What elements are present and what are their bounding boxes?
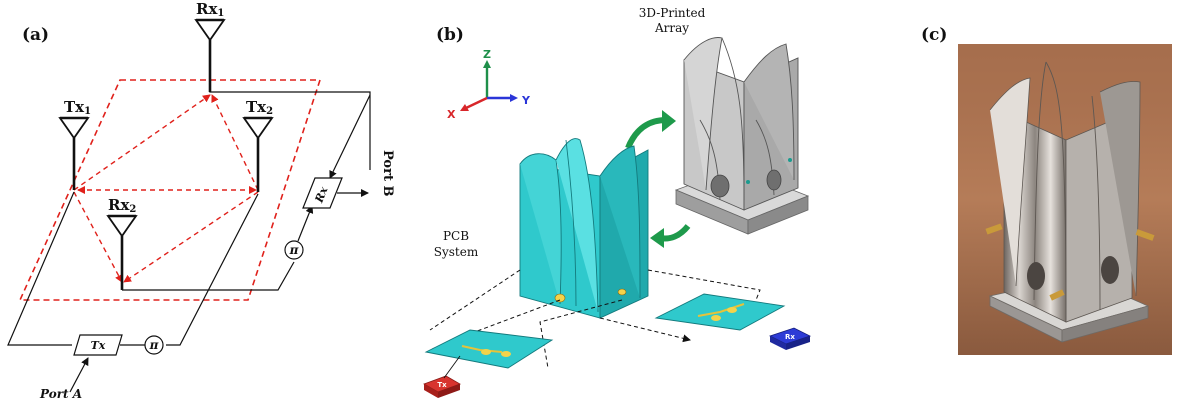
printed-array-model xyxy=(674,37,810,235)
rx-tag-front xyxy=(770,336,786,350)
photo-connector-2 xyxy=(1135,229,1155,241)
photo-petal-5 xyxy=(1091,95,1101,311)
photo-base-side xyxy=(1061,305,1149,343)
photo-connector-3 xyxy=(1049,289,1065,301)
rx1-antenna-icon xyxy=(194,19,226,42)
pcb-pad-tx-1 xyxy=(481,349,491,355)
green-arrow-down xyxy=(659,224,691,242)
axis-x-line xyxy=(465,96,488,110)
proj-line-2 xyxy=(429,269,521,331)
proj-line-3 xyxy=(647,269,761,301)
axis-z-arrowhead xyxy=(483,60,491,68)
tx2-feed-line xyxy=(166,193,259,346)
pcb-array-model xyxy=(519,138,649,319)
port-a-arrow xyxy=(69,357,89,393)
phase-shifter-tx-label: π xyxy=(149,338,159,352)
axis-z-label: Z xyxy=(483,48,491,61)
tx-box xyxy=(73,334,123,356)
tx-tag-label: Tx xyxy=(437,381,447,389)
pcb-feed-1 xyxy=(554,293,566,303)
tx1-antenna-icon xyxy=(58,117,90,140)
proj-line-5 xyxy=(599,317,691,343)
tx-box-label: Tx xyxy=(91,339,106,352)
photo-port-hole-1 xyxy=(1027,262,1045,290)
rx1-to-rxbox-arrow xyxy=(329,94,371,179)
pcb-petal-1 xyxy=(519,153,562,305)
pcb-caption-line1: PCB xyxy=(443,229,469,243)
rx1-label: Rx1 xyxy=(196,0,224,19)
tx2-label: Tx2 xyxy=(246,98,273,117)
pcb-trace-rx xyxy=(697,303,745,317)
panel-a-label: (a) xyxy=(22,25,49,45)
photo-petal-3 xyxy=(1033,61,1047,301)
photo-petal-4 xyxy=(1099,81,1141,297)
array-caption-line1: 3D-Printed xyxy=(639,6,706,20)
pcb-petal-seam xyxy=(565,139,577,307)
axis-x-label: X xyxy=(447,108,456,121)
pcb-pad-tx-2 xyxy=(501,351,511,357)
proj-line-4 xyxy=(539,299,623,369)
rx1-feed-line xyxy=(209,38,371,170)
tx-tag-lead xyxy=(443,355,461,379)
axis-y-label: Y xyxy=(521,94,531,107)
tx-tag-side xyxy=(438,384,460,398)
array-petal-2 xyxy=(721,37,745,201)
green-arrow-up xyxy=(625,117,667,150)
photo-connector-1 xyxy=(985,223,1003,235)
green-arrow-up-head xyxy=(662,110,676,132)
rx-tag-label: Rx xyxy=(785,333,795,341)
rx-tag-side xyxy=(786,336,810,350)
photo-petal-1 xyxy=(989,77,1031,287)
pcb-caption-line2: System xyxy=(434,245,479,259)
panel-c-label: (c) xyxy=(921,25,947,45)
panel-a-schematic: (a) Tx1 Tx2 Rx1 Rx2 xyxy=(7,0,395,401)
array-pin-2 xyxy=(788,158,792,162)
rx2-label: Rx2 xyxy=(108,196,136,215)
pcb-petal-2 xyxy=(555,138,599,313)
panel-b-label: (b) xyxy=(436,25,464,45)
array-base-side xyxy=(747,195,809,235)
rx-box xyxy=(302,177,343,209)
pcb-board-tx xyxy=(424,329,554,369)
array-port-hole-1 xyxy=(710,174,730,198)
pcb-pad-rx-1 xyxy=(711,315,721,321)
dashed-plane xyxy=(18,79,322,301)
tx-tag-front xyxy=(424,384,438,398)
array-caption-line2: Array xyxy=(654,21,689,35)
rx2-feed-line xyxy=(122,261,295,291)
panel-c-photo: (c) xyxy=(921,25,1172,355)
phase-shifter-rx-label: π xyxy=(289,243,299,257)
rx2-antenna-icon xyxy=(106,215,138,238)
pcb-feed-2 xyxy=(617,288,627,296)
phase-shifter-rx-icon xyxy=(284,240,304,260)
rx-box-label: Rx xyxy=(312,185,330,206)
panel-b-render: (b) Z Y X 3D-Printed Array xyxy=(423,6,812,398)
pcb-petal-3 xyxy=(599,145,641,299)
dashed-arrow-tx1-rx2 xyxy=(73,191,123,283)
pcb-trace-tx xyxy=(461,345,503,353)
axis-y-arrowhead xyxy=(510,94,518,102)
array-port-hole-2 xyxy=(766,169,782,191)
tx2-antenna-icon xyxy=(242,117,274,140)
array-pin-1 xyxy=(746,180,750,184)
array-petal-3 xyxy=(743,43,795,181)
array-petal-1 xyxy=(683,37,723,191)
dashed-arrow-tx2-rx2 xyxy=(123,191,259,283)
photo-petal-2 xyxy=(1045,61,1067,321)
tx1-label: Tx1 xyxy=(64,98,91,117)
green-arrow-down-head xyxy=(650,228,664,248)
pcb-pad-rx-2 xyxy=(727,307,737,313)
port-a-label: Port A xyxy=(39,387,82,401)
axis-x-arrowhead xyxy=(460,104,469,111)
tx1-feed-line xyxy=(7,191,75,346)
phase-to-rxbox-arrow xyxy=(297,205,314,242)
photo-port-hole-2 xyxy=(1101,256,1119,284)
port-b-label: Port B xyxy=(380,150,395,196)
dashed-arrow-tx1-rx1 xyxy=(73,94,211,191)
